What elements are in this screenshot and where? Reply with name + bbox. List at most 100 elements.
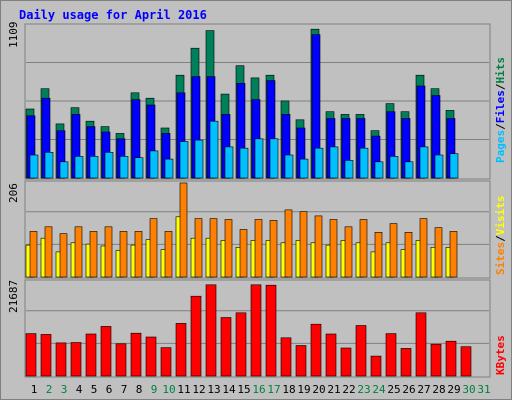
kbytes-bar xyxy=(295,345,307,377)
pages-bar xyxy=(419,146,429,179)
pages-bar xyxy=(119,156,129,179)
day-label: 28 xyxy=(432,383,445,396)
legend-pages: Pages xyxy=(494,130,507,163)
kbytes-bar xyxy=(460,346,472,377)
day-label: 5 xyxy=(91,383,98,396)
pages-bar xyxy=(314,147,324,179)
kbytes-bar xyxy=(145,336,157,377)
pages-bar xyxy=(209,120,219,179)
kbytes-bar xyxy=(40,334,52,377)
sites-bar xyxy=(89,231,98,278)
sites-bar xyxy=(149,218,158,278)
pages-bar xyxy=(29,154,39,179)
sites-bar xyxy=(359,219,368,278)
legend-hits: Hits xyxy=(494,57,507,84)
sites-bar xyxy=(44,226,53,278)
chart-title: Daily usage for April 2016 xyxy=(19,8,207,22)
kbytes-bar xyxy=(415,312,427,377)
day-label: 13 xyxy=(207,383,220,396)
sites-bar xyxy=(419,218,428,278)
sites-bar xyxy=(59,233,68,278)
day-label: 12 xyxy=(192,383,205,396)
mid-panel: 206 Sites/Visits xyxy=(7,180,507,279)
day-label: 6 xyxy=(106,383,113,396)
kbytes-bar xyxy=(220,317,232,377)
day-label: 23 xyxy=(357,383,370,396)
kbytes-bar xyxy=(25,333,37,377)
sites-bar xyxy=(299,211,308,278)
sites-bar xyxy=(164,231,173,278)
day-label: 14 xyxy=(222,383,236,396)
kbytes-bar xyxy=(190,295,202,377)
top-panel: 1109 Pages/Files/Hits xyxy=(7,22,507,180)
day-label: 29 xyxy=(447,383,460,396)
sites-bar xyxy=(104,226,113,278)
pages-bar xyxy=(164,158,174,179)
legend-visits: Visits xyxy=(494,196,507,236)
day-label: 11 xyxy=(177,383,190,396)
day-label: 22 xyxy=(342,383,355,396)
day-label: 3 xyxy=(61,383,68,396)
sites-bar xyxy=(269,220,278,278)
sites-bar xyxy=(389,223,398,278)
sites-bar xyxy=(449,231,458,278)
day-label: 15 xyxy=(237,383,250,396)
pages-bar xyxy=(284,154,294,179)
sites-bar xyxy=(119,231,128,278)
day-label: 1 xyxy=(31,383,38,396)
day-label: 7 xyxy=(121,383,128,396)
pages-bar xyxy=(374,161,384,179)
day-label: 4 xyxy=(76,383,83,396)
kbytes-bar xyxy=(265,284,277,377)
kbytes-bar xyxy=(310,323,322,377)
pages-bar xyxy=(89,156,99,179)
sites-bar xyxy=(284,209,293,278)
kbytes-bar xyxy=(280,337,292,377)
top-legend: Pages/Files/Hits xyxy=(494,57,507,163)
kbytes-bar xyxy=(250,284,262,377)
day-label: 24 xyxy=(372,383,386,396)
day-label: 27 xyxy=(417,383,430,396)
bottom-max-label: 21687 xyxy=(7,280,20,313)
kbytes-bar xyxy=(205,284,217,377)
day-label: 8 xyxy=(136,383,143,396)
sites-bar xyxy=(434,227,443,278)
day-label: 30 xyxy=(462,383,475,396)
sites-bar xyxy=(29,231,38,278)
kbytes-bar xyxy=(160,347,172,377)
kbytes-bar xyxy=(130,332,142,377)
pages-bar xyxy=(104,152,114,179)
pages-bar xyxy=(239,147,249,179)
pages-bar xyxy=(359,147,369,179)
day-label: 21 xyxy=(327,383,340,396)
kbytes-bar xyxy=(55,342,67,377)
mid-legend: Sites/Visits xyxy=(494,196,507,276)
sites-bar xyxy=(404,232,413,278)
legend-separator: / xyxy=(494,123,507,130)
legend-separator: / xyxy=(494,83,507,90)
sites-bar xyxy=(329,219,338,278)
top-max-label: 1109 xyxy=(7,22,20,49)
kbytes-bar xyxy=(385,333,397,377)
sites-bar xyxy=(224,219,233,278)
pages-bar xyxy=(194,139,204,179)
day-label: 10 xyxy=(162,383,175,396)
kbytes-bar xyxy=(85,333,97,377)
pages-bar xyxy=(344,160,354,179)
day-label: 2 xyxy=(46,383,53,396)
kbytes-bar xyxy=(340,347,352,377)
mid-max-label: 206 xyxy=(7,183,20,203)
pages-bar xyxy=(179,141,189,179)
pages-bar xyxy=(134,157,144,179)
kbytes-bar xyxy=(430,343,442,377)
kbytes-bar xyxy=(370,355,382,377)
pages-bar xyxy=(224,146,234,179)
sites-bar xyxy=(374,232,383,278)
day-label: 26 xyxy=(402,383,415,396)
sites-bar xyxy=(254,219,263,278)
day-label: 19 xyxy=(297,383,310,396)
kbytes-bar xyxy=(100,326,112,377)
kbytes-bar xyxy=(115,343,127,377)
day-label: 31 xyxy=(477,383,490,396)
